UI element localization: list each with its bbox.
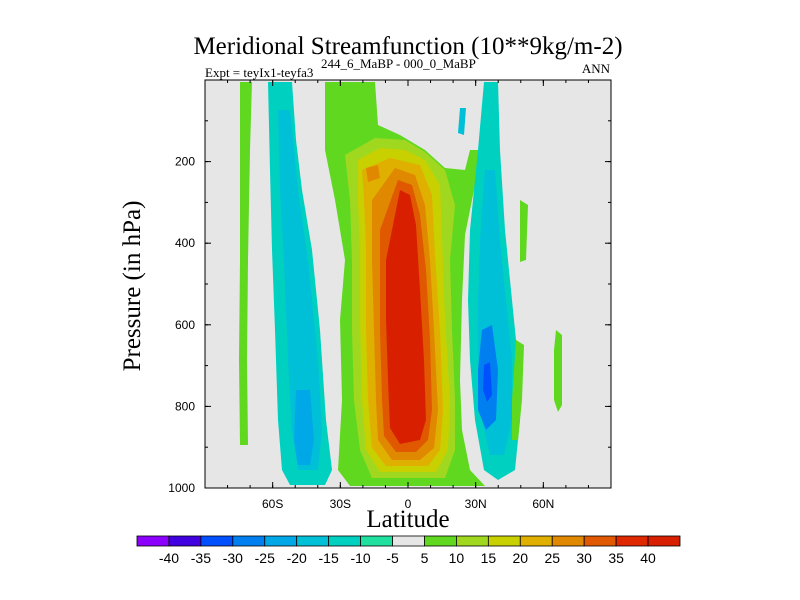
colorbar-label: 10 [449,550,465,566]
x-tick-label: 30N [465,497,487,511]
y-tick-label: 1000 [168,481,195,495]
colorbar: -40 -35 -30 -25 -20 -15 -10 -5 5 10 15 20 25 30 35 40 [136,535,681,566]
colorbar-swatch [136,535,170,547]
colorbar-swatch [200,535,234,547]
contour-green-left-strip [239,82,252,445]
chart-title: Meridional Streamfunction (10**9kg/m-2) [193,33,622,60]
x-tick-label: 0 [405,497,412,511]
x-ticks: 60S 30S 0 30N 60N [227,80,589,511]
colorbar-swatch [615,535,649,547]
y-ticks: 200 400 600 800 1000 [168,120,611,495]
contour-green-right-strip [512,340,524,440]
colorbar-label: -25 [255,550,275,566]
colorbar-label: -10 [350,550,370,566]
y-tick-label: 600 [175,318,195,332]
colorbar-swatch [583,535,617,547]
colorbar-label: 25 [544,550,560,566]
colorbar-label: -20 [287,550,307,566]
colorbar-swatch [392,535,425,547]
colorbar-swatch [328,535,361,547]
y-tick-label: 800 [175,399,195,413]
colorbar-swatch [456,535,489,547]
colorbar-label: -35 [191,550,211,566]
season-label: ANN [582,61,611,76]
contour-fills [239,82,562,486]
colorbar-label: 15 [481,550,497,566]
colorbar-label: 5 [421,550,429,566]
y-tick-label: 400 [175,236,195,250]
x-axis-label: Latitude [366,506,449,533]
y-tick-label: 200 [175,155,195,169]
colorbar-label: 20 [513,550,529,566]
contour-cyan-left-inner [278,110,322,470]
colorbar-label: -15 [319,550,339,566]
expt-superscript: 244_6_MaBP - 000_0_MaBP [321,56,476,71]
colorbar-swatch [264,535,298,547]
x-tick-label: 60S [262,497,283,511]
colorbar-label: -5 [386,550,399,566]
colorbar-label: 35 [608,550,624,566]
colorbar-swatch [232,535,266,547]
colorbar-swatch [551,535,585,547]
colorbar-swatch [424,535,457,547]
y-axis-label: Pressure (in hPa) [119,201,146,372]
x-tick-label: 30S [330,497,351,511]
colorbar-label: -30 [223,550,243,566]
colorbar-label: 40 [640,550,656,566]
contour-green-right-strip-2 [554,330,562,412]
contour-cyan-left-core [294,390,314,465]
x-tick-label: 60N [532,497,554,511]
colorbar-swatch [168,535,202,547]
expt-label: Expt = teyIx1-teyfa3 [205,65,313,80]
colorbar-swatch [296,535,330,547]
plot-area: 60S 30S 0 30N 60N 200 400 600 800 1000 [168,79,612,511]
contour-blob-upper-left [366,165,380,182]
contour-darkblue-right [483,362,492,402]
contour-green-far-right [520,200,528,262]
colorbar-swatch [647,535,681,547]
colorbar-swatch [360,535,393,547]
contour-cyan-blip [458,108,466,135]
colorbar-swatch [487,535,521,547]
colorbar-swatch [519,535,553,547]
contour-red-core [386,190,426,444]
colorbar-label: -40 [159,550,179,566]
colorbar-label: 30 [576,550,592,566]
